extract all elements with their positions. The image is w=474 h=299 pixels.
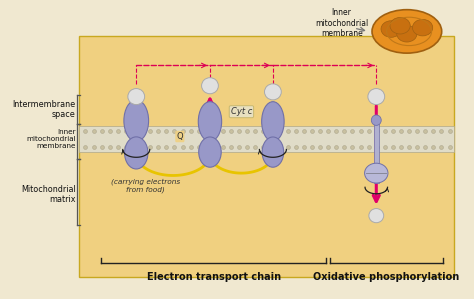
Text: Inner
mitochondrial
membrane: Inner mitochondrial membrane [315, 8, 368, 38]
Ellipse shape [262, 137, 283, 167]
Ellipse shape [371, 115, 381, 125]
Ellipse shape [372, 10, 442, 53]
Ellipse shape [264, 84, 281, 100]
Text: Intermembrane
space: Intermembrane space [12, 100, 75, 119]
Ellipse shape [397, 25, 417, 42]
Ellipse shape [390, 17, 410, 34]
Ellipse shape [128, 89, 145, 105]
Text: (carrying electrons
from food): (carrying electrons from food) [110, 179, 180, 193]
Text: Inner
mitochondrial
membrane: Inner mitochondrial membrane [26, 129, 75, 149]
Bar [79, 126, 454, 152]
Ellipse shape [198, 102, 222, 141]
Bar [79, 36, 454, 277]
Ellipse shape [124, 100, 149, 141]
Text: Oxidative phosphorylation: Oxidative phosphorylation [313, 272, 460, 282]
Ellipse shape [381, 21, 401, 37]
Text: Electron transport chain: Electron transport chain [146, 272, 281, 282]
Bar [374, 123, 379, 183]
Text: Mitochondrial
matrix: Mitochondrial matrix [21, 185, 75, 204]
Ellipse shape [125, 137, 148, 169]
Ellipse shape [262, 102, 284, 141]
Ellipse shape [412, 19, 433, 36]
Text: Q: Q [176, 132, 183, 141]
Ellipse shape [365, 163, 388, 183]
Text: Cyt c: Cyt c [231, 107, 252, 116]
Ellipse shape [199, 137, 221, 167]
Ellipse shape [369, 208, 384, 223]
Ellipse shape [201, 78, 219, 94]
Ellipse shape [368, 89, 385, 105]
